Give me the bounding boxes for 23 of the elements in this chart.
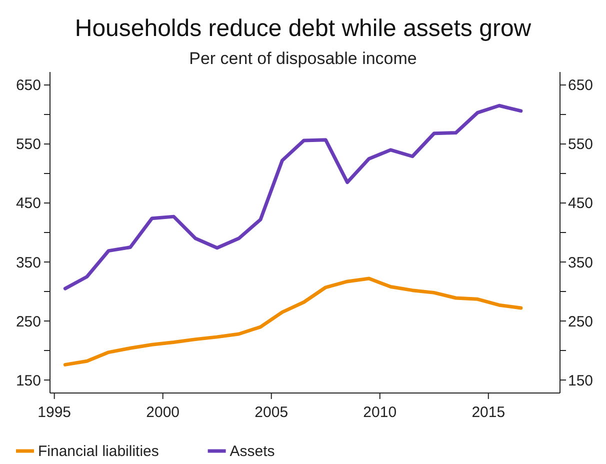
y2-tick-label: 150 — [568, 372, 594, 390]
x-tick-label: 1995 — [38, 404, 72, 421]
y2-tick-label: 450 — [568, 195, 594, 212]
y-tick-label: 250 — [16, 313, 41, 330]
y2-tick-label: 250 — [568, 313, 594, 330]
y2-tick-label: 650 — [568, 77, 594, 94]
x-tick-label: 2015 — [472, 404, 506, 421]
line-series — [63, 104, 523, 290]
y-tick-label: 650 — [16, 77, 41, 94]
y2-tick-label: 550 — [568, 136, 594, 154]
y-tick-label: 150 — [16, 372, 41, 390]
legend-label: Financial liabilities — [38, 443, 159, 460]
x-tick-label: 2000 — [146, 404, 180, 421]
y-tick-label: 550 — [16, 136, 41, 154]
legend-label: Assets — [230, 443, 275, 460]
y-tick-label: 350 — [16, 254, 41, 272]
x-tick-label: 2005 — [254, 404, 288, 421]
chart-title: Households reduce debt while assets grow — [74, 15, 532, 42]
chart-subtitle: Per cent of disposable income — [189, 49, 417, 68]
y2-tick-label: 350 — [568, 254, 594, 272]
line-series — [63, 276, 523, 366]
x-tick-label: 2010 — [363, 404, 397, 421]
y-tick-label: 450 — [16, 195, 41, 212]
